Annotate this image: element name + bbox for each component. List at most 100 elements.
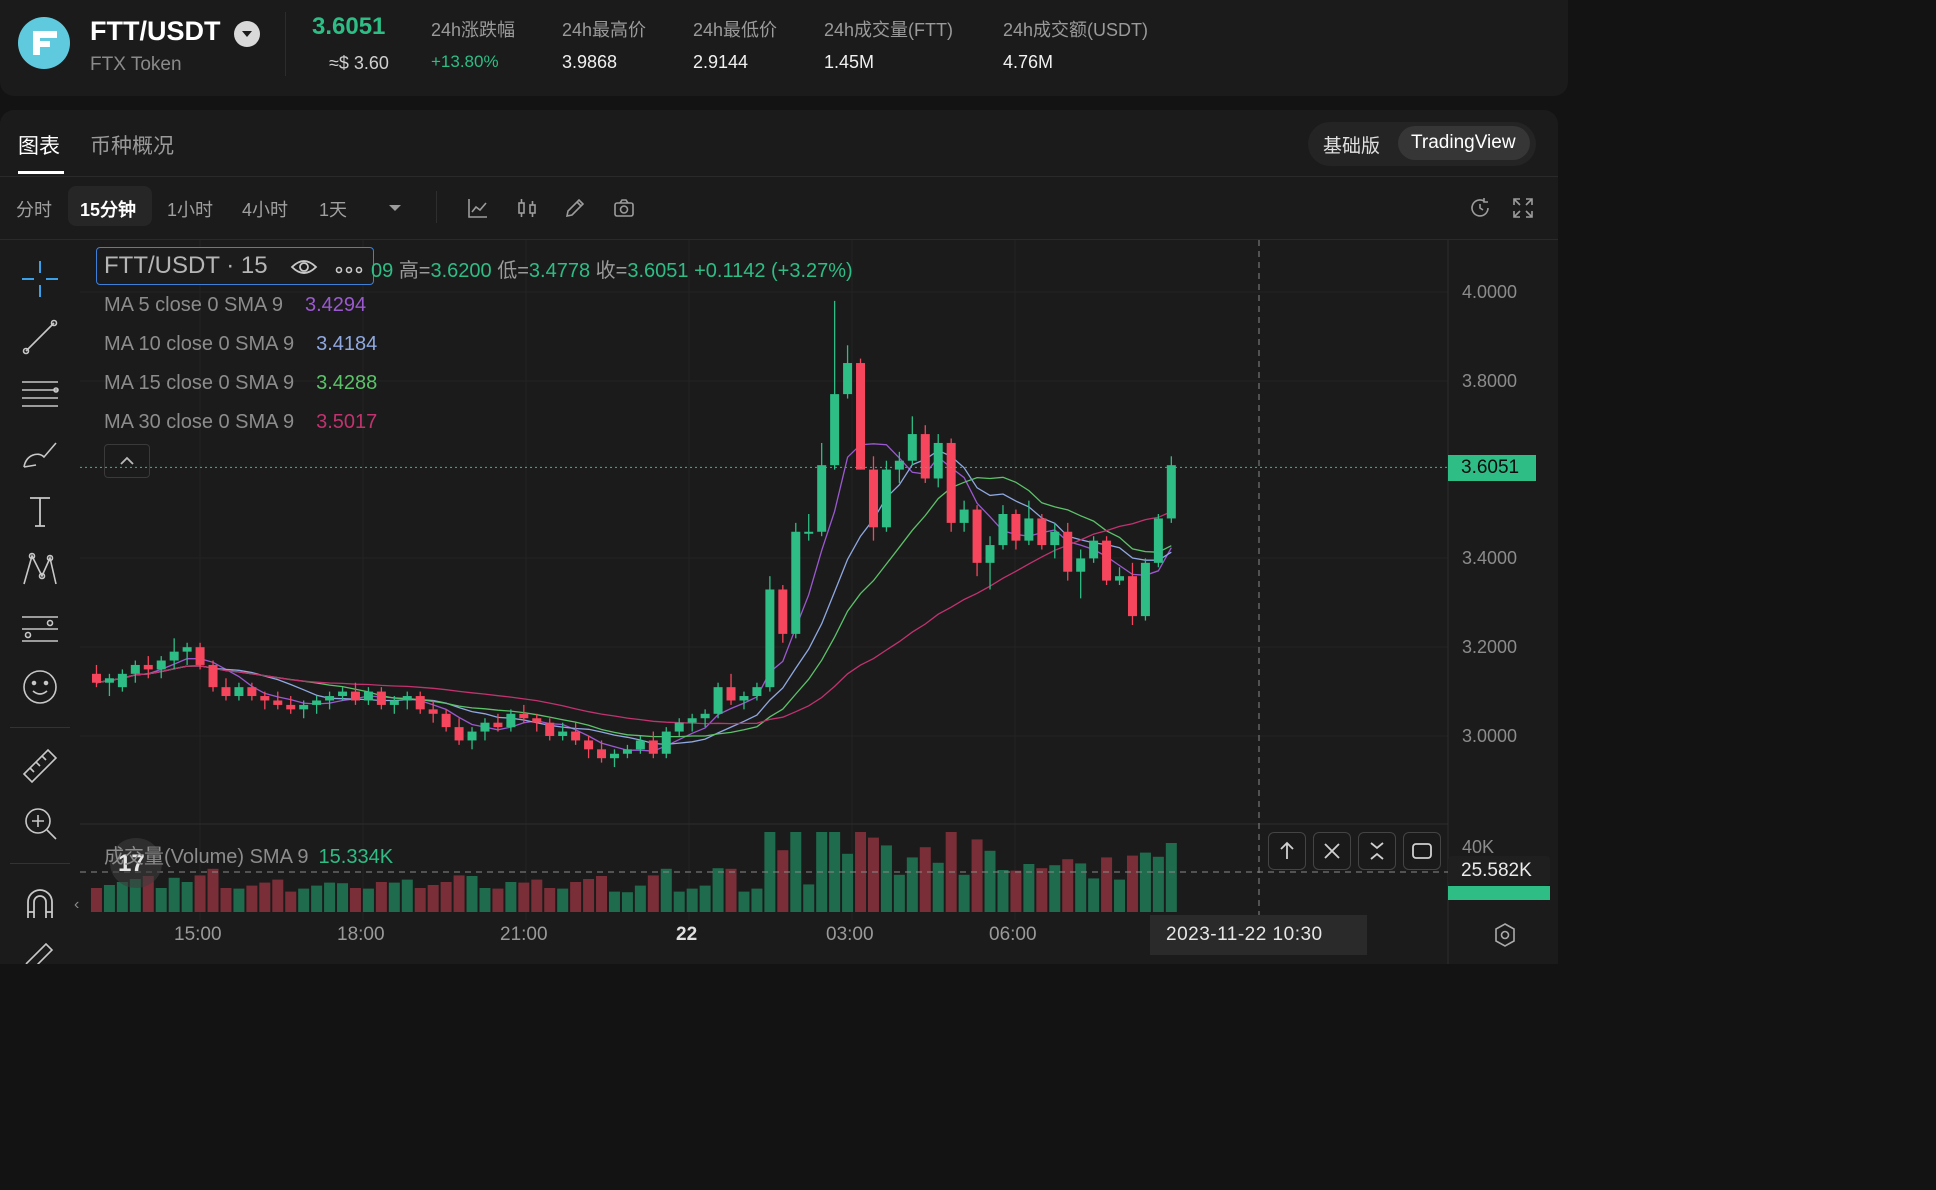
ma10-legend[interactable]: MA 10 close 0 SMA 9 3.4184: [104, 333, 377, 356]
stat-value-change: +13.80%: [431, 52, 499, 71]
chart-settings-icon[interactable]: [1492, 922, 1518, 948]
candle-body: [454, 727, 464, 741]
pattern-icon[interactable]: [20, 550, 60, 590]
ma15-label: MA 15 close 0 SMA 9: [104, 372, 295, 394]
eye-icon[interactable]: [290, 255, 318, 279]
refresh-icon[interactable]: [1468, 196, 1492, 220]
candle-body: [532, 718, 542, 723]
more-options-icon[interactable]: [335, 262, 363, 274]
volume-bar: [1010, 870, 1022, 912]
candle-body: [571, 731, 581, 741]
zoom-in-icon[interactable]: [20, 803, 60, 843]
projection-icon[interactable]: [20, 609, 60, 649]
candle-body: [506, 713, 516, 728]
candle-body: [765, 589, 775, 688]
candle-body: [752, 687, 762, 697]
line-chart-icon[interactable]: [466, 196, 490, 220]
ruler-icon[interactable]: [20, 746, 60, 786]
volume-bar: [453, 875, 465, 912]
volume-bar: [971, 839, 983, 912]
divider: [0, 176, 1558, 177]
candle-type-icon[interactable]: [515, 196, 539, 220]
volume-bar: [349, 888, 361, 912]
volume-bar: [893, 874, 905, 912]
candle-body: [376, 691, 386, 705]
collapse-legend-button[interactable]: [104, 444, 150, 478]
candle-body: [1166, 465, 1176, 519]
interval-1h[interactable]: 1小时: [167, 200, 214, 220]
candle-body: [182, 647, 192, 652]
interval-1d[interactable]: 1天: [319, 200, 348, 220]
volume-bar: [699, 885, 711, 912]
stat-label-volume: 24h成交量(FTT): [824, 20, 954, 40]
emoji-icon[interactable]: [20, 667, 60, 707]
legend-symbol: FTT/USDT · 15: [104, 252, 268, 279]
price-chart[interactable]: [80, 240, 1558, 964]
volume-bar: [285, 891, 297, 912]
collapse-toolbar-chevron-icon[interactable]: ‹: [74, 896, 80, 913]
volume-bar: [375, 882, 387, 912]
maximize-pane-button[interactable]: [1403, 832, 1441, 870]
volume-bar: [919, 847, 931, 912]
volume-bar: [880, 845, 892, 912]
view-tradingview-button[interactable]: TradingView: [1398, 126, 1530, 160]
candle-body: [998, 514, 1008, 546]
fullscreen-icon[interactable]: [1511, 196, 1535, 220]
candle-body: [402, 696, 412, 701]
interval-more-chevron-icon[interactable]: [383, 196, 407, 220]
chevron-down-icon[interactable]: [234, 21, 260, 47]
ma30-legend[interactable]: MA 30 close 0 SMA 9 3.5017: [104, 411, 377, 434]
volume-last-tag: [1448, 886, 1550, 900]
crosshair-icon[interactable]: [20, 259, 60, 299]
magnet-icon[interactable]: [20, 884, 60, 924]
candle-body: [558, 731, 568, 736]
view-basic-button[interactable]: 基础版: [1323, 136, 1381, 157]
candle-body: [130, 664, 140, 674]
volume-bar: [272, 879, 284, 912]
volume-bar: [233, 888, 245, 912]
candle-body: [920, 434, 930, 479]
volume-bar: [596, 876, 608, 912]
candle-body: [312, 700, 322, 705]
candle-body: [791, 531, 801, 634]
collapse-pane-button[interactable]: [1358, 832, 1396, 870]
ma5-value: 3.4294: [304, 294, 367, 316]
candle-body: [363, 691, 373, 701]
tab-overview[interactable]: 币种概况: [90, 135, 174, 158]
crosshair-time-tag: 2023-11-22 10:30: [1150, 915, 1367, 955]
volume-bar: [764, 832, 776, 912]
ma5-legend[interactable]: MA 5 close 0 SMA 9 3.4294: [104, 294, 366, 317]
volume-bar: [829, 832, 841, 912]
interval-15m[interactable]: 15分钟: [80, 200, 137, 220]
volume-bar: [608, 891, 620, 912]
time-label: 06:00: [989, 924, 1037, 945]
volume-legend[interactable]: 成交量(Volume) SMA 9 15.334K: [104, 840, 393, 869]
toolbar-divider: [436, 191, 437, 223]
camera-icon[interactable]: [612, 196, 636, 220]
trendline-icon[interactable]: [20, 317, 60, 357]
pair-name[interactable]: FTT/USDT: [90, 16, 221, 46]
pencil-tool-icon[interactable]: [20, 940, 60, 980]
close-pane-button[interactable]: [1313, 832, 1351, 870]
tradingview-logo[interactable]: 17: [110, 838, 162, 888]
volume-bar: [518, 882, 530, 912]
interval-time[interactable]: 分时: [16, 200, 52, 220]
tab-chart[interactable]: 图表: [18, 135, 60, 158]
fib-lines-icon[interactable]: [20, 376, 60, 416]
ma10-value: 3.4184: [316, 333, 378, 355]
volume-bar: [324, 882, 336, 912]
ma15-legend[interactable]: MA 15 close 0 SMA 9 3.4288: [104, 372, 377, 395]
brush-icon[interactable]: [20, 435, 60, 475]
divider: [0, 239, 1558, 240]
volume-bar: [777, 850, 789, 912]
volume-bar: [155, 888, 167, 912]
volume-bar: [686, 888, 698, 912]
volume-bar: [997, 870, 1009, 912]
candle-body: [804, 531, 814, 534]
candle-body: [907, 434, 917, 461]
pencil-icon[interactable]: [563, 196, 587, 220]
symbol-legend[interactable]: [96, 247, 374, 285]
text-icon[interactable]: [20, 492, 60, 532]
interval-4h[interactable]: 4小时: [242, 200, 289, 220]
move-up-button[interactable]: [1268, 832, 1306, 870]
